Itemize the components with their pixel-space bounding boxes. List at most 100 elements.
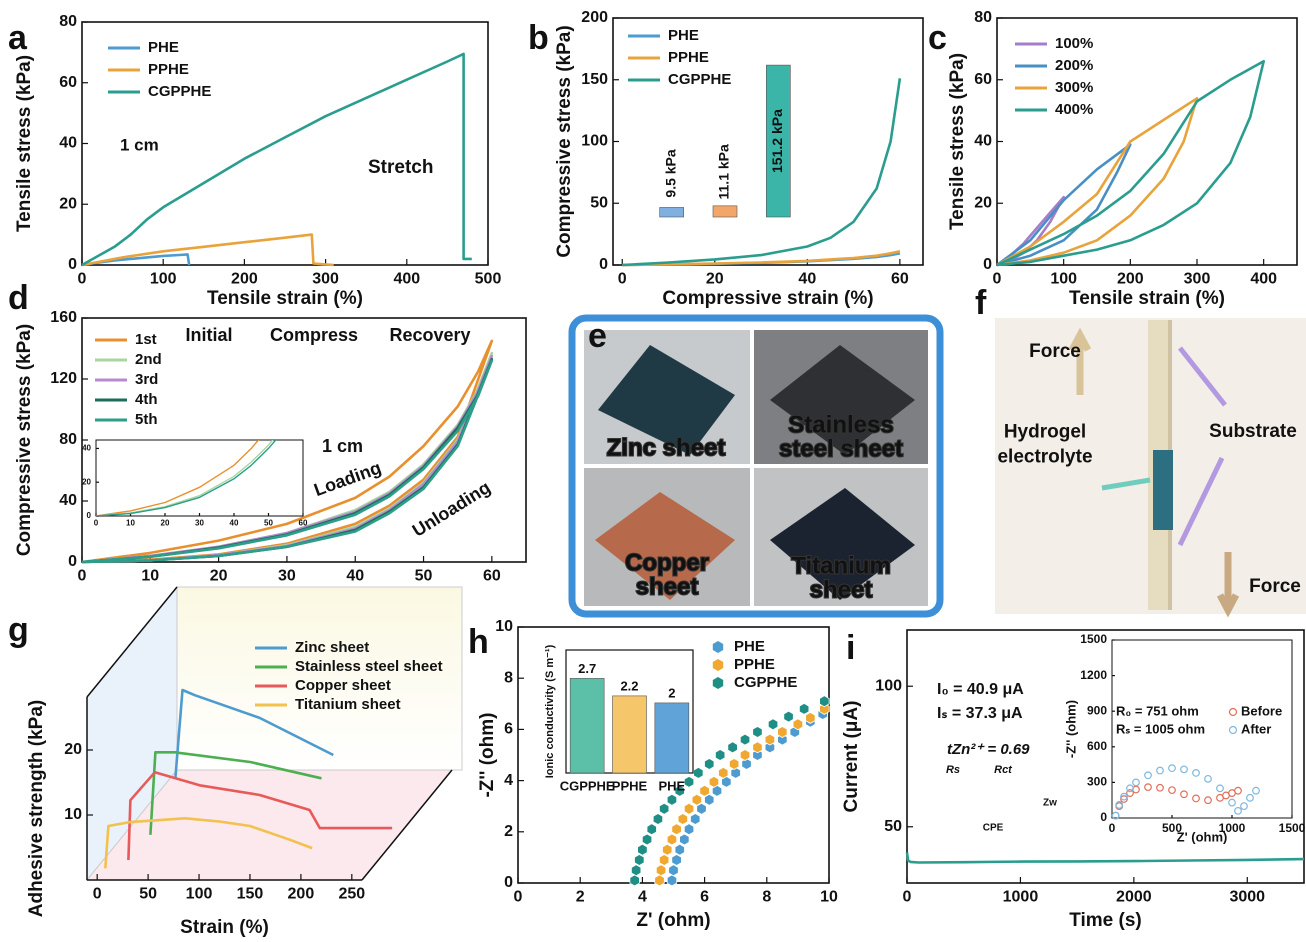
annotation: CPE (983, 823, 1004, 834)
x-tick-label: 8 (762, 889, 771, 906)
x-axis-label: Strain (%) (180, 917, 269, 938)
x-tick-label: 40 (798, 271, 816, 288)
legend-label: 1st (135, 331, 157, 348)
point (753, 727, 763, 738)
bar (660, 207, 684, 217)
point (799, 703, 809, 714)
value-label: 2 (668, 685, 675, 700)
annotation: Rct (994, 764, 1013, 776)
y-axis-label: -Z'' (ohm) (477, 712, 498, 797)
annotation: Iₛ = 37.3 μA (937, 705, 1023, 722)
point (806, 712, 816, 723)
x-tick-label: 50 (139, 886, 157, 903)
point (793, 719, 803, 730)
x-tick-label: 2 (576, 889, 585, 906)
panel-label: i (846, 629, 855, 667)
value-label: 151.2 kPa (769, 109, 785, 173)
point (784, 711, 794, 722)
y-axis-label: Tensile stress (kPa) (947, 53, 968, 230)
point (667, 834, 677, 845)
photo-caption: Copper (625, 549, 709, 576)
legend-label: PPHE (734, 656, 775, 673)
annotation: Zw (1043, 798, 1057, 809)
x-tick-label: 1500 (1279, 821, 1306, 835)
legend-label: 2nd (135, 351, 162, 368)
x-tick-label: 500 (475, 271, 502, 288)
annotation: Initial (185, 325, 232, 345)
legend-label: Zinc sheet (295, 639, 369, 656)
legend-label: 200% (1055, 57, 1093, 74)
x-axis-label: Z' (ohm) (1177, 829, 1228, 844)
point (656, 865, 666, 876)
bar (613, 696, 647, 773)
y-tick-label: 300 (1087, 775, 1107, 789)
x-axis-label: Compressive strain (%) (662, 288, 873, 309)
x-tick-label: 20 (706, 271, 724, 288)
annotation: Compress (270, 325, 358, 345)
point (672, 824, 682, 835)
y-tick-label: 60 (974, 71, 992, 88)
y-tick-label: 6 (504, 721, 513, 738)
x-tick-label: 40 (230, 518, 239, 527)
legend-label: Titanium sheet (295, 696, 401, 713)
x-axis-label: Z' (ohm) (636, 910, 710, 931)
x-tick-label: 10 (820, 889, 838, 906)
y-axis-label: Current (μA) (841, 701, 862, 813)
point (742, 759, 752, 770)
y-tick-label: 20 (82, 477, 91, 486)
point (691, 814, 701, 825)
x-tick-label: 0 (78, 568, 87, 585)
point (700, 785, 710, 796)
point (647, 824, 657, 835)
y-tick-label: 40 (82, 444, 91, 453)
x-tick-label: 0 (78, 271, 87, 288)
x-tick-label: 30 (195, 518, 204, 527)
legend-label: After (1241, 721, 1271, 736)
y-tick-label: 0 (1100, 810, 1107, 824)
point (663, 844, 673, 855)
photo-caption: Force (1249, 576, 1301, 597)
y-tick-label: 600 (1087, 739, 1107, 753)
x-axis-label: Tensile strain (%) (207, 288, 363, 309)
photo-caption: sheet (810, 576, 873, 603)
x-tick-label: 40 (346, 568, 364, 585)
point (715, 750, 725, 761)
legend-label: Stainless steel sheet (295, 658, 443, 675)
photo-caption: Substrate (1209, 421, 1297, 442)
point (719, 767, 729, 778)
photo-caption: sheet (636, 573, 699, 600)
point (638, 844, 648, 855)
x-tick-label: 10 (141, 568, 159, 585)
x-tick-label: 60 (483, 568, 501, 585)
point (667, 794, 677, 805)
y-tick-label: 1200 (1080, 668, 1107, 682)
y-axis-label: Adhesive strength (kPa) (26, 700, 47, 918)
x-tick-label: 200 (288, 886, 315, 903)
legend-label: 3rd (135, 371, 158, 388)
photo-caption: Stainless (788, 411, 893, 438)
point (655, 875, 665, 886)
y-tick-label: 100 (581, 133, 608, 150)
x-tick-label: 0 (93, 886, 102, 903)
point (768, 719, 778, 730)
legend-label: CGPPHE (668, 71, 731, 88)
y-tick-label: 2 (504, 823, 513, 840)
panel-label: f (975, 284, 987, 322)
x-tick-label: PPHE (612, 778, 648, 793)
point (631, 865, 641, 876)
y-tick-label: 80 (59, 13, 77, 30)
point (678, 814, 688, 825)
annotation: Rs (946, 764, 960, 776)
point (731, 767, 741, 778)
point (669, 865, 679, 876)
panel-label: e (588, 317, 607, 355)
point (630, 875, 640, 886)
x-tick-label: 100 (186, 886, 213, 903)
y-tick-label: 8 (504, 669, 513, 686)
y-tick-label: 80 (59, 431, 77, 448)
y-tick-label: 40 (59, 135, 77, 152)
value-label: 2.7 (578, 661, 596, 676)
y-tick-label: 60 (59, 74, 77, 91)
y-tick-label: 10 (64, 806, 82, 823)
x-tick-label: 0 (618, 271, 627, 288)
